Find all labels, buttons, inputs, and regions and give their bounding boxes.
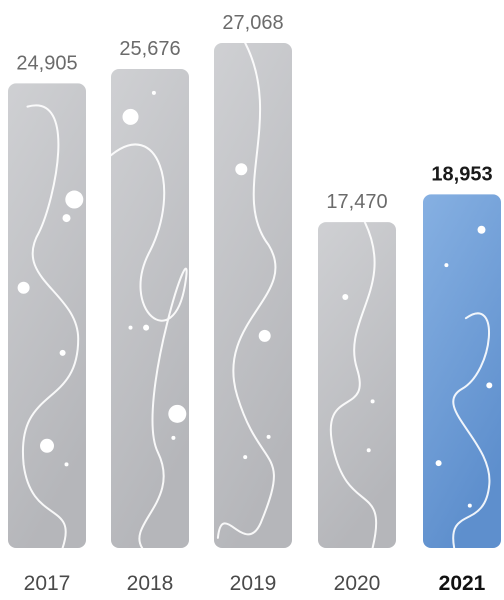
bubble-dot	[370, 399, 375, 404]
bars-group	[8, 43, 501, 549]
bar-2018	[111, 68, 189, 548]
bubble-dot	[168, 404, 187, 423]
bubble-dot	[64, 462, 69, 467]
bar-2019	[214, 43, 292, 548]
value-label-2021: 18,953	[431, 163, 492, 185]
value-label-2020: 17,470	[326, 191, 387, 213]
bubble-dot	[65, 190, 84, 209]
bubble-dot	[59, 349, 66, 356]
bar-decoration	[216, 43, 277, 539]
bar-decoration	[17, 104, 84, 548]
bar-2021	[423, 194, 501, 549]
bubble-dot	[151, 90, 156, 95]
bubble-dot	[62, 214, 71, 223]
bubble-dot	[467, 503, 472, 508]
bar-2017	[8, 83, 86, 548]
bar-decoration	[435, 225, 493, 548]
bubble-dot	[40, 438, 54, 453]
bubble-dot	[171, 435, 176, 440]
category-label-2019: 2019	[230, 572, 277, 595]
bubble-dot	[17, 281, 30, 294]
bubble-dot	[258, 329, 271, 342]
value-label-2019: 27,068	[222, 12, 283, 34]
category-label-2017: 2017	[24, 572, 71, 595]
bubble-dot	[243, 455, 248, 460]
bubble-dot	[128, 325, 133, 330]
category-label-2020: 2020	[334, 572, 381, 595]
bubble-dot	[486, 382, 493, 389]
squiggle-line	[216, 43, 277, 539]
value-label-2017: 24,905	[16, 52, 77, 74]
squiggle-line	[329, 222, 378, 548]
value-label-2018: 25,676	[119, 38, 180, 60]
squiggle-line	[452, 312, 491, 548]
bar-decoration	[329, 222, 378, 548]
bubble-dot	[122, 108, 139, 125]
category-label-2018: 2018	[127, 572, 174, 595]
bubble-dot	[266, 434, 271, 439]
squiggle-line	[111, 143, 188, 548]
bubble-dot	[477, 225, 486, 234]
bubble-dot	[143, 324, 150, 331]
bubble-dot	[342, 294, 349, 301]
bubble-dot	[366, 448, 371, 453]
bar-decoration	[111, 90, 188, 548]
bubble-dot	[435, 460, 442, 467]
bar-2020	[318, 222, 396, 548]
bubble-dot	[235, 163, 248, 176]
squiggle-line	[21, 104, 80, 548]
labels-group: 24,905 2017 25,676 2018 27,068 2019 17,470 2020…	[16, 12, 492, 595]
category-label-2021: 2021	[439, 572, 486, 595]
bubble-dot	[444, 263, 449, 268]
